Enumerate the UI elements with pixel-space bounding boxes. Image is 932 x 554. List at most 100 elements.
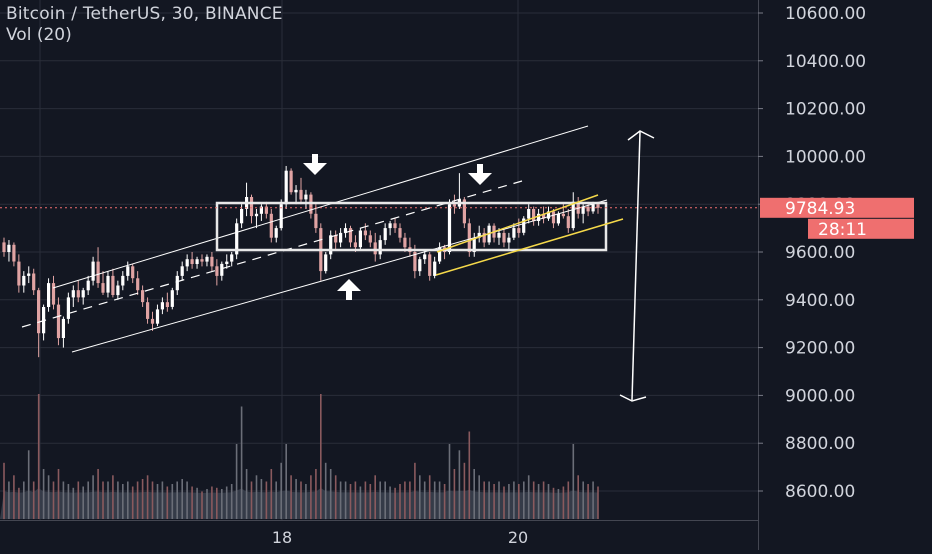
- volume-bar: [285, 444, 287, 519]
- volume-bar: [503, 486, 505, 519]
- volume-bar: [582, 481, 584, 519]
- volume-bar: [201, 491, 203, 519]
- volume-bar: [77, 481, 80, 519]
- volume-bar: [196, 487, 198, 520]
- candle-body: [180, 266, 184, 276]
- candle-body: [502, 232, 506, 243]
- candle-body: [542, 213, 546, 219]
- volume-bar: [32, 481, 35, 519]
- volume-bar: [379, 481, 381, 519]
- candle-body: [284, 170, 288, 205]
- candle-body: [170, 290, 174, 307]
- candle-body: [497, 232, 501, 238]
- volume-bar: [344, 481, 347, 519]
- volume-bar: [156, 484, 159, 519]
- volume-bar: [92, 475, 94, 520]
- candle-body: [279, 204, 283, 229]
- volume-bar: [567, 481, 570, 519]
- candle-body: [106, 275, 110, 293]
- volume-indicator-label: Vol (20): [6, 25, 72, 45]
- volume-bar: [23, 481, 25, 519]
- y-tick-label: 10400.00: [785, 52, 866, 72]
- volume-bar: [8, 481, 10, 519]
- volume-bar: [394, 487, 396, 520]
- candle-body: [591, 204, 595, 212]
- volume-bar: [131, 486, 134, 519]
- volume-bar: [112, 475, 114, 520]
- volume-bar: [483, 481, 485, 519]
- volume-bar: [409, 481, 411, 519]
- measure-arrow-line: [631, 131, 641, 401]
- volume-bar: [186, 481, 188, 519]
- volume-bar: [527, 475, 530, 520]
- candle-body: [7, 244, 11, 252]
- candle-body: [249, 197, 254, 217]
- candle-body: [200, 259, 204, 262]
- volume-bar: [176, 481, 178, 519]
- candle-body: [324, 254, 328, 272]
- countdown-label: 28:11: [818, 220, 867, 240]
- candle-body: [378, 240, 382, 255]
- candle-body: [398, 228, 402, 238]
- last-price-label: 9784.93: [785, 199, 855, 219]
- volume-bar: [13, 475, 15, 520]
- candle-body: [428, 254, 432, 276]
- candle-body: [343, 228, 348, 233]
- volume-bar: [216, 487, 218, 520]
- volume-bar: [127, 481, 129, 519]
- volume-bar: [42, 469, 45, 519]
- candle-body: [136, 278, 140, 291]
- volume-bar: [448, 444, 451, 519]
- volume-bar: [230, 484, 233, 519]
- volume-bar: [122, 484, 124, 519]
- volume-bar: [478, 475, 480, 520]
- candle-body: [566, 216, 570, 229]
- volume-bar: [597, 486, 599, 519]
- candle-body: [358, 230, 362, 248]
- volume-bar: [354, 481, 357, 519]
- down-arrow-marker-stem: [312, 154, 318, 164]
- candle-body: [546, 211, 551, 219]
- up-arrow-marker-stem: [346, 290, 352, 300]
- volume-bar: [290, 475, 292, 520]
- volume-bar: [151, 481, 154, 519]
- volume-bar: [488, 481, 490, 519]
- candle-body: [299, 189, 303, 200]
- volume-bar: [537, 484, 540, 519]
- volume-bar: [3, 462, 5, 520]
- volume-bar: [87, 481, 89, 519]
- channel-upper-line: [52, 125, 589, 289]
- candle-body: [462, 199, 466, 224]
- volume-bar: [349, 484, 352, 519]
- volume-bar: [572, 444, 575, 519]
- candle-body: [363, 230, 367, 236]
- candle-body: [150, 318, 155, 324]
- volume-bar: [369, 484, 372, 519]
- volume-bar: [310, 475, 312, 520]
- y-tick-label: 9600.00: [785, 243, 855, 263]
- volume-bar: [557, 489, 560, 519]
- volume-bar: [523, 481, 525, 519]
- candle-body: [388, 223, 392, 229]
- volume-bar: [27, 450, 30, 520]
- y-tick-label: 9400.00: [785, 291, 855, 311]
- candle-body: [294, 189, 298, 193]
- volume-bar: [255, 475, 258, 520]
- y-tick-label: 10600.00: [785, 4, 866, 24]
- volume-bar: [171, 484, 174, 519]
- candle-body: [264, 206, 268, 214]
- volume-bar: [404, 481, 406, 519]
- candle-body: [96, 261, 100, 284]
- volume-bar: [72, 487, 75, 520]
- volume-bar: [364, 481, 367, 519]
- candle-body: [433, 261, 437, 276]
- volume-bar: [339, 481, 342, 519]
- volume-bar: [562, 486, 565, 519]
- volume-bar: [275, 481, 277, 519]
- volume-bar: [107, 481, 109, 519]
- countdown-tag: [808, 218, 914, 239]
- volume-bar: [547, 484, 550, 519]
- volume-bar: [320, 394, 322, 519]
